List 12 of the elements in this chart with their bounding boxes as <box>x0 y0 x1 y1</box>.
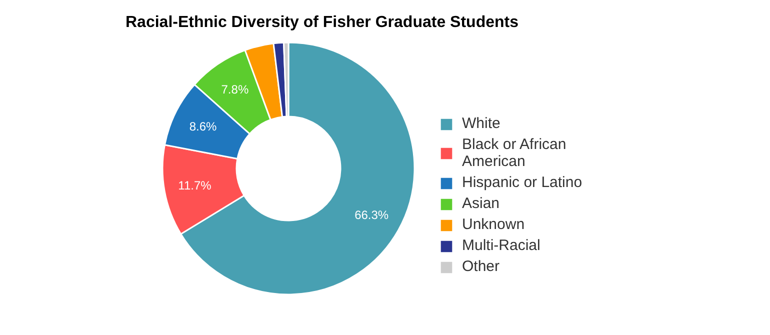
data-label: 11.7% <box>178 178 212 192</box>
legend-label: Asian <box>462 195 500 212</box>
data-label: 66.3% <box>354 208 389 222</box>
legend-label: Unknown <box>462 216 525 233</box>
legend-label: Multi-Racial <box>462 237 540 254</box>
legend-label: Black or African American <box>462 136 566 170</box>
legend-label: White <box>462 115 500 132</box>
data-label: 8.6% <box>189 119 218 134</box>
legend-label: Other <box>462 258 500 275</box>
legend-label: Hispanic or Latino <box>462 174 582 191</box>
chart-title: Racial-Ethnic Diversity of Fisher Graduate Students <box>126 14 519 31</box>
data-label: 7.8% <box>221 82 249 97</box>
